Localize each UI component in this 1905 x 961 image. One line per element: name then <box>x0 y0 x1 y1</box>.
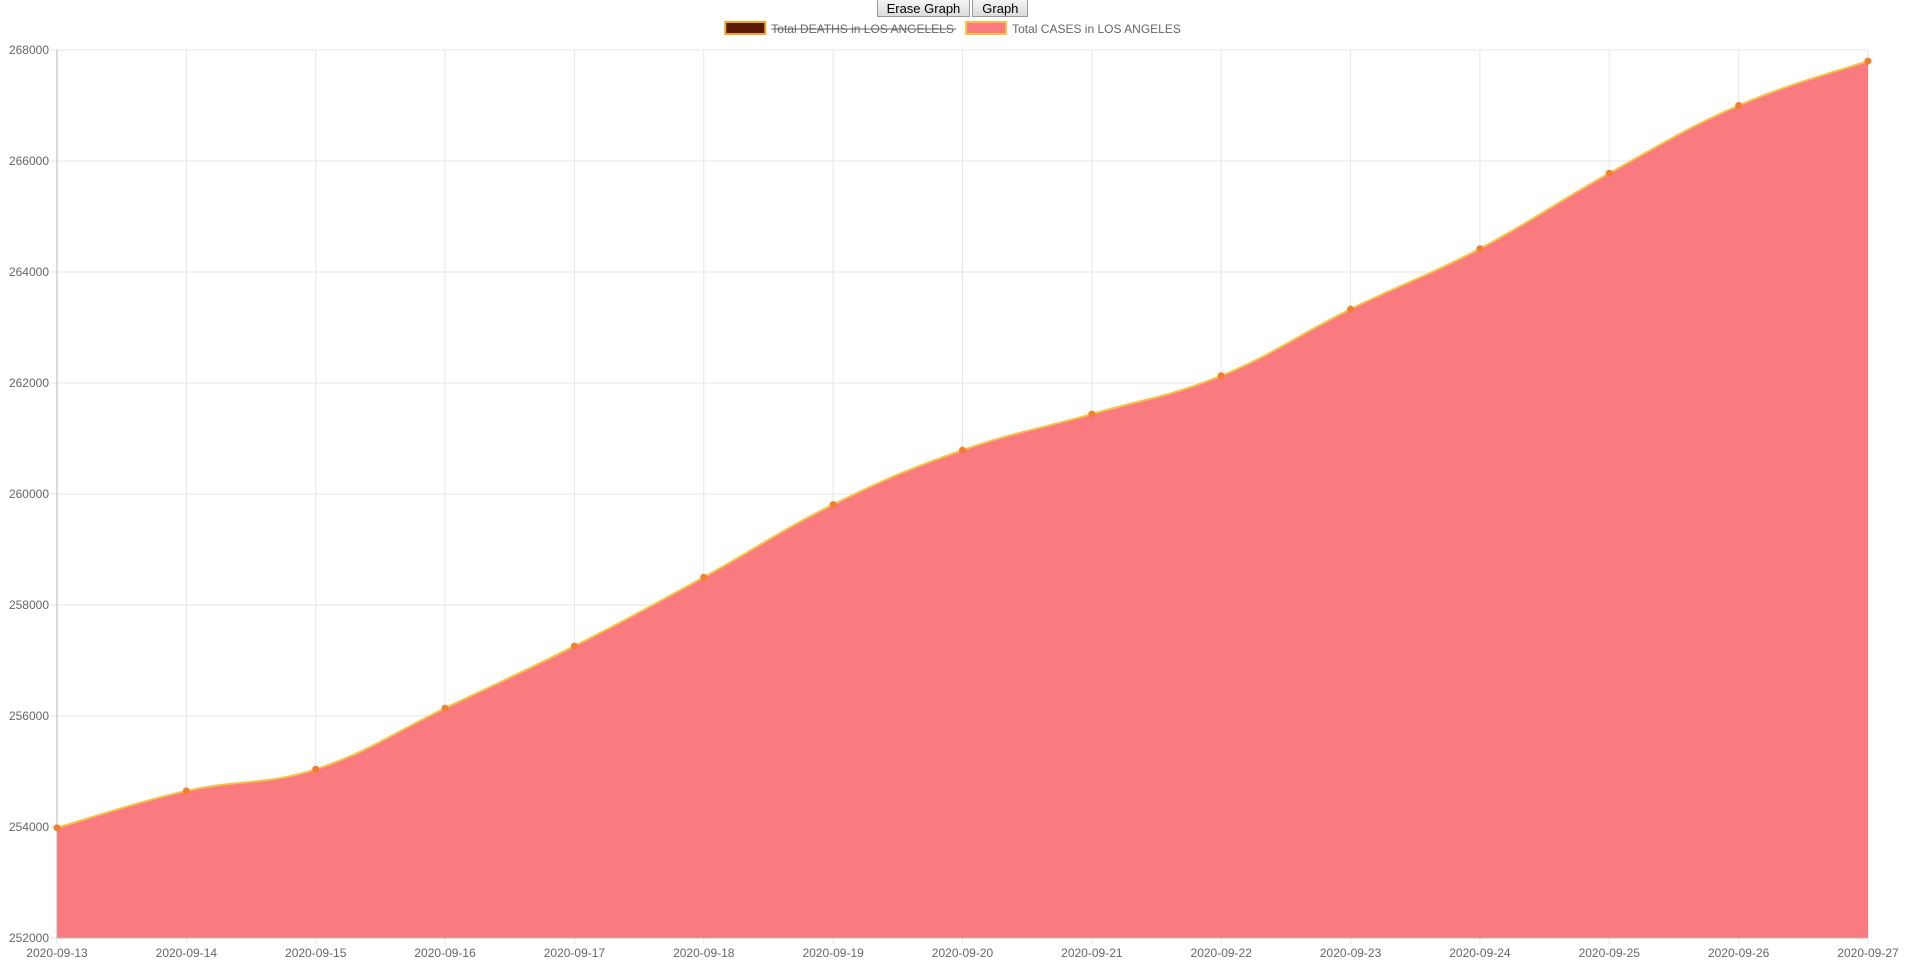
data-points <box>53 57 1872 832</box>
axes: 252000 254000 256000 258000 260000 262000 2640… <box>9 43 1899 960</box>
x-tick-label: 2020-09-24 <box>1449 946 1511 960</box>
data-point <box>1864 57 1872 65</box>
toolbar: Erase Graph Graph <box>0 0 1905 18</box>
legend-item[interactable]: Total DEATHS in LOS ANGELELS <box>724 21 957 36</box>
data-point <box>53 824 61 832</box>
legend-swatch <box>724 21 767 35</box>
legend-item[interactable]: Total CASES in LOS ANGELES <box>965 21 1181 36</box>
data-point <box>829 501 837 509</box>
y-tick-label: 254000 <box>9 820 49 834</box>
x-tick-label: 2020-09-19 <box>802 946 864 960</box>
y-tick-label: 258000 <box>9 598 49 612</box>
x-tick-label: 2020-09-27 <box>1837 946 1899 960</box>
legend: Total DEATHS in LOS ANGELELS Total CASES … <box>724 21 1181 36</box>
x-tick-label: 2020-09-15 <box>285 946 347 960</box>
data-point <box>441 704 449 712</box>
x-tick-label: 2020-09-14 <box>156 946 218 960</box>
data-point <box>1605 169 1613 177</box>
y-tick-label: 262000 <box>9 376 49 390</box>
legend-label: Total CASES in LOS ANGELES <box>1012 22 1181 36</box>
y-tick-label: 256000 <box>9 709 49 723</box>
y-tick-label: 252000 <box>9 931 49 945</box>
data-point <box>570 642 578 650</box>
data-point <box>959 446 966 454</box>
y-tick-label: 260000 <box>9 487 49 501</box>
data-point <box>312 765 320 773</box>
y-tick-label: 264000 <box>9 265 49 279</box>
legend-swatch <box>965 21 1008 35</box>
y-tick-label: 268000 <box>9 43 49 57</box>
x-tick-label: 2020-09-23 <box>1320 946 1382 960</box>
x-tick-label: 2020-09-16 <box>414 946 476 960</box>
x-tick-label: 2020-09-18 <box>673 946 735 960</box>
x-tick-label: 2020-09-21 <box>1061 946 1123 960</box>
x-tick-label: 2020-09-26 <box>1708 946 1770 960</box>
data-point <box>182 787 190 795</box>
graph-button[interactable]: Graph <box>972 0 1029 17</box>
erase-graph-button[interactable]: Erase Graph <box>876 0 971 17</box>
x-tick-label: 2020-09-13 <box>26 946 88 960</box>
x-tick-label: 2020-09-17 <box>544 946 606 960</box>
y-tick-label: 266000 <box>9 154 49 168</box>
data-point <box>1088 410 1096 418</box>
x-tick-label: 2020-09-25 <box>1579 946 1641 960</box>
data-point <box>1217 372 1225 380</box>
x-tick-label: 2020-09-22 <box>1191 946 1253 960</box>
data-point <box>1347 305 1355 313</box>
data-point <box>1735 102 1743 109</box>
data-point <box>700 573 708 581</box>
data-point <box>1476 245 1484 253</box>
x-tick-label: 2020-09-20 <box>932 946 994 960</box>
